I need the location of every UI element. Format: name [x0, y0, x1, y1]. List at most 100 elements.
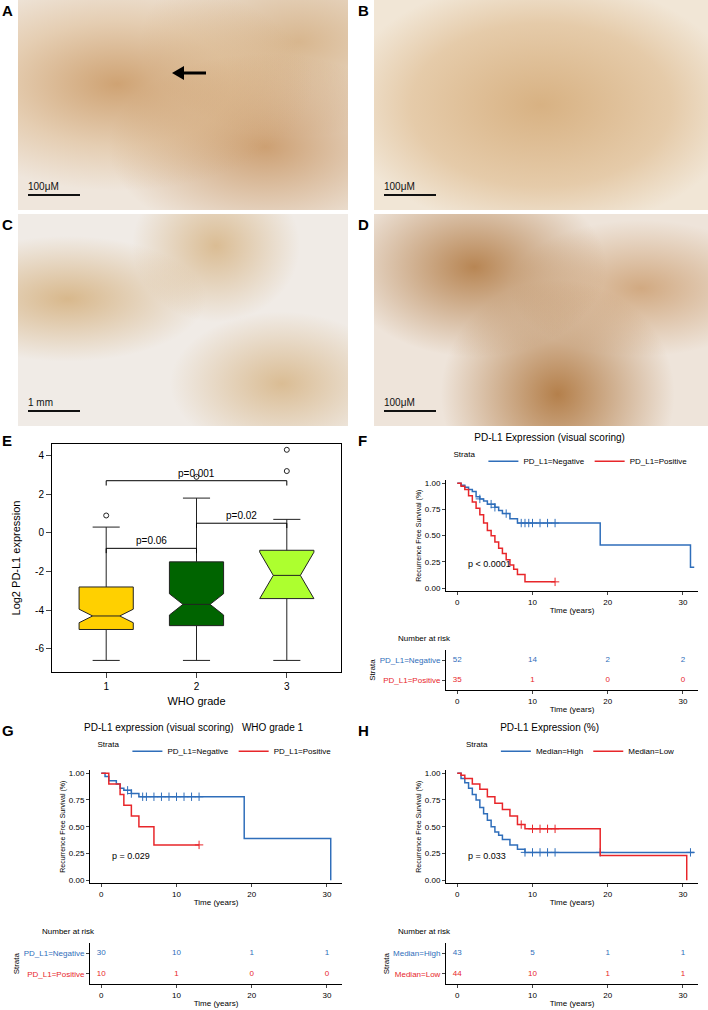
svg-text:0: 0	[325, 969, 330, 978]
svg-text:0.50: 0.50	[425, 531, 441, 540]
svg-text:p = 0.033: p = 0.033	[468, 851, 506, 861]
svg-text:Log2 PD-L1 expression: Log2 PD-L1 expression	[10, 501, 22, 616]
svg-text:PD_L1=Negative: PD_L1=Negative	[167, 747, 228, 756]
svg-text:10: 10	[528, 890, 537, 899]
svg-text:20: 20	[247, 890, 256, 899]
svg-text:Strata: Strata	[98, 740, 120, 749]
svg-text:Median=High: Median=High	[536, 747, 583, 756]
svg-text:44: 44	[453, 969, 462, 978]
svg-text:1: 1	[681, 969, 686, 978]
svg-text:10: 10	[172, 949, 181, 958]
svg-text:Number at risk: Number at risk	[42, 927, 95, 936]
svg-text:PD_L1=Positive: PD_L1=Positive	[630, 457, 688, 466]
svg-text:43: 43	[453, 949, 462, 958]
svg-text:Time (years): Time (years)	[550, 606, 595, 615]
svg-text:2: 2	[681, 655, 686, 664]
svg-text:-6: -6	[35, 643, 44, 654]
svg-text:Strata: Strata	[368, 659, 377, 681]
svg-text:p=0.06: p=0.06	[136, 535, 167, 546]
svg-text:2: 2	[194, 681, 200, 692]
svg-text:-2: -2	[35, 566, 44, 577]
svg-text:0.00: 0.00	[69, 876, 85, 885]
svg-text:2: 2	[606, 655, 611, 664]
svg-text:Median=High: Median=High	[393, 949, 440, 958]
svg-text:1: 1	[325, 949, 330, 958]
svg-text:0.50: 0.50	[425, 823, 441, 832]
svg-text:10: 10	[528, 991, 537, 1000]
svg-text:1: 1	[530, 675, 535, 684]
svg-text:0.75: 0.75	[425, 796, 441, 805]
svg-text:0.75: 0.75	[425, 505, 441, 514]
svg-text:1: 1	[250, 949, 255, 958]
svg-text:Time (years): Time (years)	[550, 898, 595, 907]
svg-text:Time (years): Time (years)	[194, 999, 239, 1008]
svg-text:2: 2	[38, 489, 44, 500]
svg-text:10: 10	[528, 697, 537, 706]
svg-text:0.75: 0.75	[69, 796, 85, 805]
svg-text:14: 14	[528, 655, 537, 664]
svg-text:p=0.02: p=0.02	[226, 510, 257, 521]
svg-text:1: 1	[174, 969, 179, 978]
svg-text:-4: -4	[35, 605, 44, 616]
svg-text:3: 3	[284, 681, 290, 692]
svg-text:Number at risk: Number at risk	[398, 634, 451, 643]
svg-text:10: 10	[172, 991, 181, 1000]
svg-text:20: 20	[603, 598, 612, 607]
svg-text:30: 30	[679, 890, 688, 899]
svg-text:0.25: 0.25	[425, 849, 441, 858]
svg-text:PD_L1=Negative: PD_L1=Negative	[380, 656, 441, 665]
svg-text:0: 0	[606, 675, 611, 684]
svg-text:PD_L1=Positive: PD_L1=Positive	[274, 747, 332, 756]
svg-text:0: 0	[681, 675, 686, 684]
svg-text:0.25: 0.25	[69, 849, 85, 858]
svg-text:p < 0.0001: p < 0.0001	[468, 559, 511, 569]
svg-text:0.00: 0.00	[425, 584, 441, 593]
svg-text:PD_L1=Negative: PD_L1=Negative	[523, 457, 584, 466]
svg-text:0: 0	[250, 969, 255, 978]
svg-text:Time (years): Time (years)	[194, 898, 239, 907]
svg-text:0.00: 0.00	[425, 876, 441, 885]
svg-text:WHO grade: WHO grade	[167, 695, 225, 707]
svg-text:5: 5	[530, 949, 535, 958]
svg-text:p = 0.029: p = 0.029	[112, 851, 150, 861]
svg-text:30: 30	[679, 697, 688, 706]
svg-text:Recurrence Free Survival (%): Recurrence Free Survival (%)	[59, 781, 67, 873]
svg-text:0: 0	[99, 991, 104, 1000]
svg-text:Number at risk: Number at risk	[398, 927, 451, 936]
svg-text:Recurrence Free Survival (%): Recurrence Free Survival (%)	[415, 490, 423, 582]
svg-text:1: 1	[606, 969, 611, 978]
svg-text:Time (years): Time (years)	[550, 999, 595, 1008]
svg-text:30: 30	[679, 598, 688, 607]
svg-text:20: 20	[603, 697, 612, 706]
svg-text:0: 0	[455, 991, 460, 1000]
svg-text:PD-L1 Expression (visual scori: PD-L1 Expression (visual scoring)	[474, 432, 625, 443]
svg-text:20: 20	[247, 991, 256, 1000]
svg-text:PD_L1=Positive: PD_L1=Positive	[383, 676, 441, 685]
svg-text:1.00: 1.00	[425, 479, 441, 488]
svg-text:0.50: 0.50	[69, 823, 85, 832]
svg-text:1.00: 1.00	[425, 769, 441, 778]
svg-text:30: 30	[323, 991, 332, 1000]
svg-text:1: 1	[103, 681, 109, 692]
svg-text:0: 0	[455, 598, 460, 607]
svg-text:20: 20	[603, 890, 612, 899]
svg-text:10: 10	[528, 598, 537, 607]
svg-text:PD_L1=Positive: PD_L1=Positive	[27, 970, 85, 979]
svg-text:0.25: 0.25	[425, 558, 441, 567]
svg-text:52: 52	[453, 655, 462, 664]
svg-text:Strata: Strata	[466, 740, 488, 749]
svg-text:Strata: Strata	[382, 952, 391, 974]
svg-text:Recurrence Free Survival (%): Recurrence Free Survival (%)	[415, 781, 423, 873]
svg-text:0: 0	[38, 527, 44, 538]
svg-text:30: 30	[679, 991, 688, 1000]
svg-text:0: 0	[455, 697, 460, 706]
svg-text:Median=Low: Median=Low	[395, 970, 441, 979]
svg-text:Median=Low: Median=Low	[628, 747, 674, 756]
svg-text:1: 1	[606, 949, 611, 958]
svg-text:0: 0	[99, 890, 104, 899]
svg-text:0: 0	[455, 890, 460, 899]
svg-text:Strata: Strata	[454, 450, 476, 459]
svg-text:PD-L1 Expression (%): PD-L1 Expression (%)	[500, 722, 599, 733]
svg-text:Time (years): Time (years)	[550, 705, 595, 714]
svg-text:Strata: Strata	[12, 952, 21, 974]
